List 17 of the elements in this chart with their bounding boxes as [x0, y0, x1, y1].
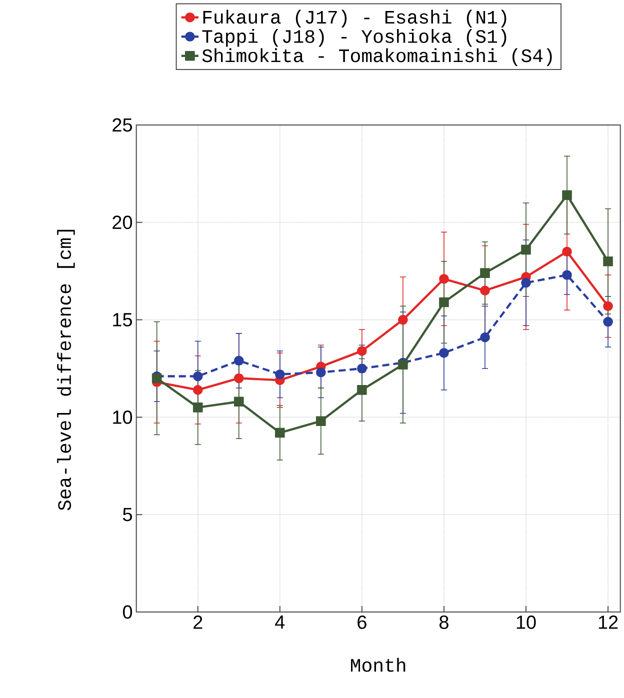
- y-tick-label: 15: [112, 313, 132, 326]
- x-tick-label: 12: [598, 616, 618, 629]
- x-tick-label: 4: [274, 616, 284, 629]
- x-tick-label: 8: [439, 616, 448, 629]
- legend-label: Tappi (J18) - Yoshioka (S1): [202, 29, 506, 47]
- y-tick-label: 5: [122, 508, 132, 522]
- y-tick-label: 20: [112, 216, 132, 230]
- legend-label: Fukaura (J17) - Esashi (N1): [203, 10, 506, 28]
- x-tick-label: 2: [193, 616, 202, 629]
- y-tick-label: 10: [112, 410, 132, 424]
- legend-label: Shimokita - Tomakomainishi (S4): [202, 48, 552, 66]
- x-axis-title: Month: [350, 658, 405, 672]
- x-tick-label: 10: [516, 616, 536, 629]
- x-tick-label: 6: [357, 616, 366, 629]
- y-tick-label: 25: [112, 118, 132, 132]
- y-axis-title: Sea-level difference [cm]: [56, 230, 75, 510]
- y-tick-label: 0: [122, 605, 132, 619]
